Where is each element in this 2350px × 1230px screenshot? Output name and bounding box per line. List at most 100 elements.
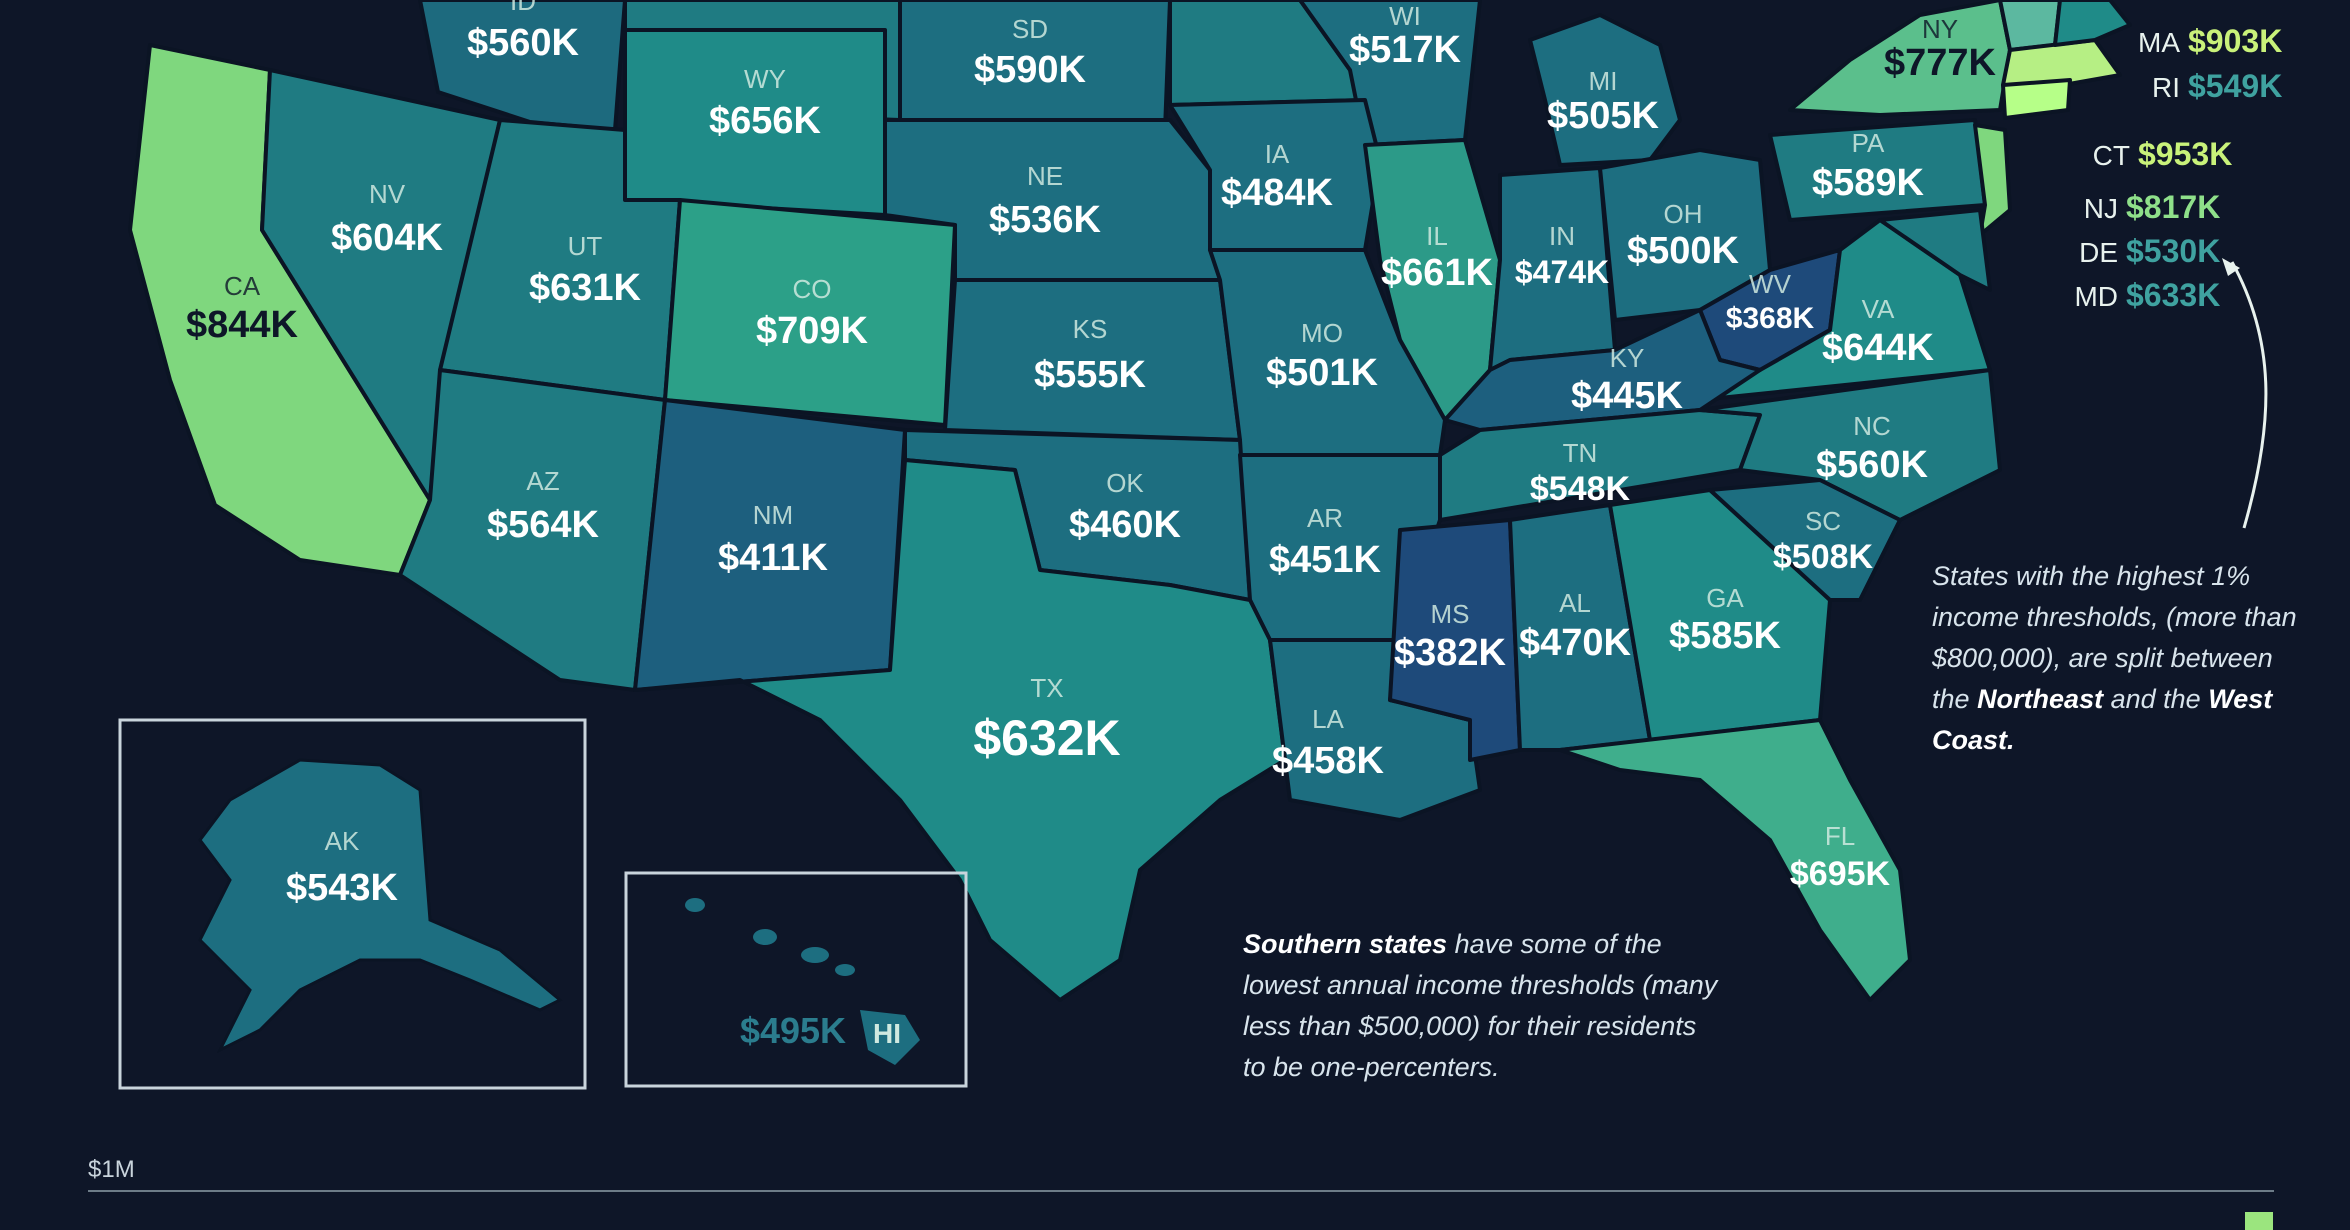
state-abbr-al: AL [1559,588,1591,618]
state-value-fl: $695K [1790,855,1891,893]
state-value-mi: $505K [1547,95,1660,137]
hawaii-inset-frame [624,871,968,1088]
state-shape-ct [2001,78,2072,120]
state-shape-fl [1558,718,1912,1002]
state-abbr-ny: NY [1922,14,1958,44]
state-abbr-nc: NC [1853,411,1891,441]
scale-swatch [2245,1212,2273,1230]
state-value-wi: $517K [1349,29,1462,71]
state-value-al: $470K [1519,622,1632,664]
state-value-co: $709K [756,310,869,352]
side-list-abbr: NJ [2084,193,2118,224]
state-abbr-ar: AR [1307,503,1343,533]
state-abbr-il: IL [1426,221,1448,251]
state-value-ne: $536K [989,199,1102,241]
side-list-value: $903K [2188,23,2282,59]
state-labels: ID $560K SD $590K WI $517K NY $777K WY $… [186,0,1997,1051]
side-list-abbr: CT [2093,140,2130,171]
side-list-abbr: MD [2074,281,2118,312]
state-abbr-nv: NV [369,179,406,209]
state-abbr-ok: OK [1106,468,1144,498]
annotation-arrowhead [2222,258,2240,276]
state-abbr-id: ID [510,0,536,16]
side-list-value: $530K [2126,233,2220,269]
state-shape-nj [1973,123,2012,237]
state-value-oh: $500K [1627,230,1740,272]
state-shape-ak [198,758,563,1054]
state-abbr-co: CO [793,274,832,304]
state-abbr-sc: SC [1805,506,1841,536]
state-value-la: $458K [1272,740,1385,782]
state-value-in: $474K [1515,254,1609,290]
state-abbr-ky: KY [1610,343,1645,373]
state-value-ks: $555K [1034,354,1147,396]
northeast-note-bold-coast: West Coast. [1932,684,2273,755]
northeast-side-list: MA $903K RI $549K CT $953K NJ $817K DE $530K MD $63… [2074,23,2282,313]
state-value-ny: $777K [1884,42,1997,84]
state-abbr-az: AZ [526,466,559,496]
state-value-nc: $560K [1816,444,1929,486]
northeast-annotation: States with the highest 1% income thresh… [1932,556,2312,761]
state-shape-md-de [1878,208,1992,292]
side-list-value: $817K [2126,189,2220,225]
state-abbr-nm: NM [753,500,793,530]
state-abbr-in: IN [1549,221,1575,251]
state-abbr-wy: WY [744,64,786,94]
side-list-value: $953K [2138,136,2232,172]
state-abbr-mi: MI [1589,66,1618,96]
state-abbr-ca: CA [224,271,261,301]
state-shape-hi [685,898,920,1065]
state-value-pa: $589K [1812,162,1925,204]
state-value-nv: $604K [331,217,444,259]
scale-label: $1M [88,1156,135,1183]
state-value-ca: $844K [186,304,299,346]
state-abbr-oh: OH [1664,199,1703,229]
state-shapes [128,0,2132,1002]
state-value-ga: $585K [1669,615,1782,657]
state-value-il: $661K [1381,252,1494,294]
state-value-tx: $632K [973,710,1120,766]
state-value-wy: $656K [709,100,822,142]
alaska-inset-frame [118,718,587,1090]
state-abbr-ak: AK [325,826,360,856]
state-value-sc: $508K [1773,538,1874,576]
northeast-note-bold-region: Northeast [1977,684,2104,714]
state-abbr-ms: MS [1431,599,1470,629]
state-value-nm: $411K [718,537,828,579]
state-value-va: $644K [1822,327,1935,369]
side-list-abbr: MA [2138,27,2180,58]
state-value-mo: $501K [1266,352,1379,394]
state-value-az: $564K [487,504,600,546]
state-value-id: $560K [467,22,580,64]
state-value-ms: $382K [1394,632,1507,674]
northeast-note-mid: and the [2110,684,2201,714]
state-value-ak: $543K [286,867,399,909]
side-list-value: $549K [2188,68,2282,104]
state-shape-sc [1708,478,1902,602]
south-note-bold: Southern states [1243,929,1448,959]
state-abbr-hi: HI [873,1018,901,1049]
state-abbr-tn: TN [1563,438,1598,468]
state-value-hi: $495K [740,1010,846,1051]
state-shape-me [2053,0,2132,47]
state-value-wv: $368K [1726,302,1815,335]
state-value-ky: $445K [1571,375,1684,417]
state-value-ia: $484K [1221,172,1334,214]
south-note-text: have some of the lowest annual income th… [1243,929,1718,1082]
state-abbr-pa: PA [1852,128,1885,158]
state-abbr-ks: KS [1073,314,1108,344]
side-list-value: $633K [2126,277,2220,313]
state-abbr-sd: SD [1012,14,1048,44]
state-value-tn: $548K [1530,470,1631,508]
state-value-ar: $451K [1269,539,1382,581]
state-value-ok: $460K [1069,504,1182,546]
state-shape-vt-nh [1998,0,2062,52]
state-value-ut: $631K [529,267,642,309]
state-abbr-wi: WI [1389,1,1421,31]
state-abbr-ia: IA [1265,139,1290,169]
side-list-abbr: DE [2079,237,2118,268]
state-value-sd: $590K [974,49,1087,91]
state-abbr-fl: FL [1825,821,1855,851]
state-abbr-ga: GA [1706,583,1744,613]
